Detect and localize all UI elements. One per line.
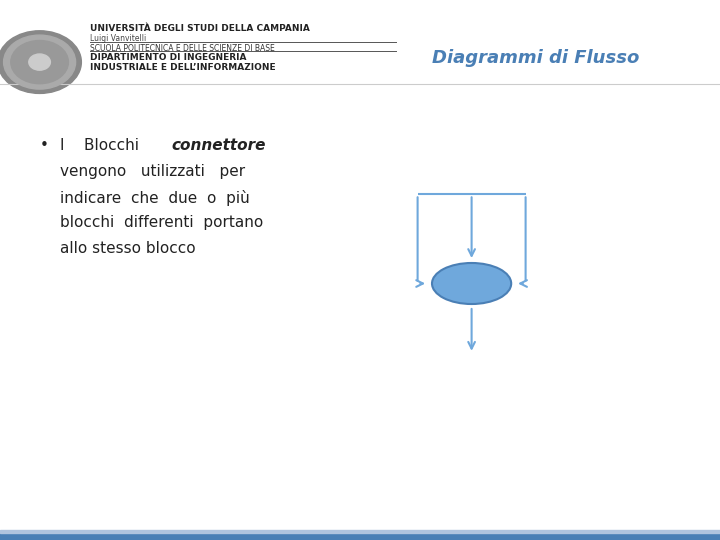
Text: indicare  che  due  o  più: indicare che due o più [60,190,250,206]
Circle shape [0,31,81,93]
Text: connettore: connettore [171,138,266,153]
Text: SCUOLA POLITECNICA E DELLE SCIENZE DI BASE: SCUOLA POLITECNICA E DELLE SCIENZE DI BA… [90,44,275,53]
Text: vengono   utilizzati   per: vengono utilizzati per [60,164,245,179]
Bar [0,530,720,533]
Text: INDUSTRIALE E DELL’INFORMAZIONE: INDUSTRIALE E DELL’INFORMAZIONE [90,63,276,72]
Text: Luigi Vanvitelli: Luigi Vanvitelli [90,34,146,43]
Circle shape [29,54,50,70]
Text: I    Blocchi: I Blocchi [60,138,153,153]
Text: UNIVERSITÀ DEGLI STUDI DELLA CAMPANIA: UNIVERSITÀ DEGLI STUDI DELLA CAMPANIA [90,24,310,33]
Circle shape [11,40,68,84]
Text: DIPARTIMENTO DI INGEGNERIA: DIPARTIMENTO DI INGEGNERIA [90,53,246,63]
Ellipse shape [432,263,511,304]
Circle shape [4,35,76,89]
Text: allo stesso blocco: allo stesso blocco [60,241,195,256]
Text: •: • [40,138,48,153]
Bar [0,533,720,540]
Text: Diagrammi di Flusso: Diagrammi di Flusso [432,49,639,66]
Text: blocchi  differenti  portano: blocchi differenti portano [60,215,263,231]
